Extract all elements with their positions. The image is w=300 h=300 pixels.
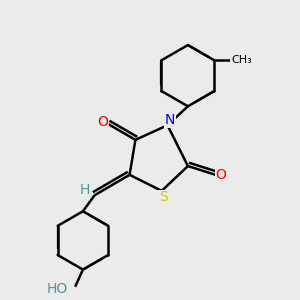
Text: HO: HO	[46, 282, 68, 296]
Text: O: O	[215, 168, 226, 182]
Text: S: S	[159, 190, 167, 204]
Text: N: N	[165, 113, 175, 127]
Text: H: H	[80, 183, 91, 197]
Text: CH₃: CH₃	[231, 55, 252, 65]
Text: O: O	[97, 115, 108, 129]
